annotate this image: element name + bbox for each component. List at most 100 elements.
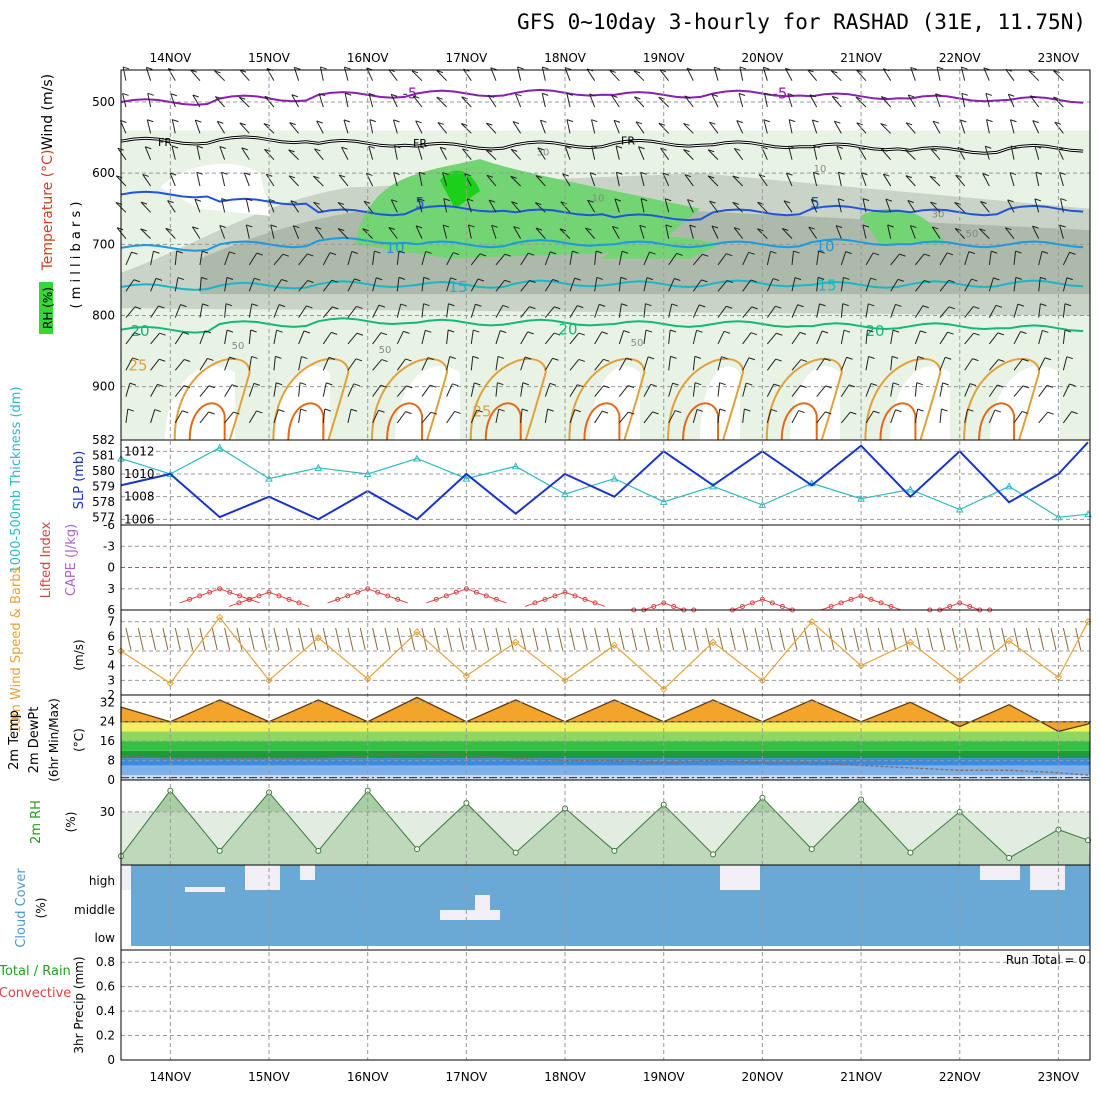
date-label-bottom: 23NOV (1038, 1070, 1080, 1084)
li-tick: 3 (107, 582, 115, 596)
lifted-index-point (483, 593, 489, 599)
wind-barb-flag (217, 120, 224, 124)
wind-barb-flag (726, 253, 733, 257)
rh-field-bright (440, 170, 480, 209)
wind-barb-flag (973, 306, 980, 310)
wind-barb (955, 174, 966, 187)
wind-barb (904, 149, 916, 161)
wind-barb (587, 199, 596, 213)
wind-barb (470, 356, 474, 371)
lifted-index-point (355, 589, 361, 595)
wind-barb-flag (775, 305, 782, 309)
wind-barb-flag (246, 198, 253, 202)
wind-barb-flag (452, 252, 460, 256)
wind-barb (495, 356, 499, 371)
wind-barb-flag (313, 175, 320, 179)
wind-barb (169, 172, 176, 187)
wind-barb (639, 225, 645, 239)
wind-barb-flag (793, 250, 800, 254)
rh-dry-pocket (590, 366, 640, 440)
wind-barb-flag (529, 280, 536, 283)
wind-barb (764, 93, 768, 108)
wind-barb (248, 303, 253, 318)
wind-barb (241, 147, 250, 160)
surface-wind-barb (840, 627, 847, 651)
wind-barb (347, 332, 358, 345)
wind-barb (907, 200, 916, 213)
wind-barb (125, 408, 129, 423)
rh-field-green (355, 158, 700, 259)
surface-wind-barb (803, 627, 810, 651)
wind-barb-flag (587, 199, 594, 203)
wind-barb (347, 251, 353, 266)
wind-barb (1013, 385, 1024, 397)
wind-speed-line-point (610, 641, 619, 649)
wind-barb-flag (369, 119, 376, 123)
wind-barb-flag (215, 96, 222, 100)
lifted-index-line (228, 591, 310, 607)
wind-barb-flag (763, 119, 770, 123)
wind-barb (914, 356, 919, 371)
wind-barb-flag (527, 331, 534, 335)
wind-barb (766, 332, 777, 345)
wind-speed-line-point (561, 676, 569, 685)
wind-barb (495, 330, 501, 345)
y-tick-label: 800 (92, 308, 115, 322)
lifted-index-point (207, 589, 213, 595)
wind-barb-flag (789, 119, 796, 123)
wind-barb (544, 383, 551, 397)
wind-barb (890, 356, 893, 371)
surface-wind-barb (754, 627, 761, 651)
wind-barb-flag (221, 198, 228, 202)
surface-wind-barb (618, 627, 625, 651)
wind-barb (882, 173, 892, 187)
wind-barb-flag (649, 251, 656, 255)
wind-barb (816, 303, 820, 318)
wind-barb (396, 411, 406, 424)
lifted-index-point (473, 589, 479, 595)
wind-barb (1032, 225, 1040, 239)
wind-barb-flag (331, 279, 338, 283)
wind-barb-flag (320, 66, 327, 70)
lifted-index-point (236, 600, 242, 606)
wind-barb-flag (1069, 383, 1076, 387)
rh-contour-label: 10 (592, 194, 605, 205)
surface-wind-barb (199, 627, 206, 651)
lifted-index-point (838, 600, 844, 606)
wind-barb-flag (612, 225, 619, 229)
rh-dry-pocket (700, 366, 740, 440)
wind-barb-flag (621, 250, 629, 254)
cloud-clear-patch (245, 865, 280, 890)
wind-barb (544, 279, 554, 292)
run-total-label: Run Total = 0 (1006, 953, 1086, 967)
isotherm-label: 15 (448, 278, 467, 296)
wind-barb (668, 278, 675, 292)
date-label-bottom: 19NOV (643, 1070, 685, 1084)
wind-barb-flag (920, 330, 927, 334)
wind-barb (783, 200, 793, 213)
wind-barb-flag (929, 175, 937, 179)
wind-barb-flag (134, 332, 141, 336)
isotherm-label: 20 (865, 322, 884, 340)
wind-barb-flag (585, 227, 592, 231)
wind-barb (816, 385, 827, 397)
wind-barb (495, 409, 500, 424)
wind-barb (939, 280, 950, 292)
wind-barb-flag (1046, 384, 1054, 388)
wind-barb (167, 200, 176, 213)
wind-barb (171, 119, 176, 134)
lifted-index-point (395, 596, 401, 602)
wind-barb-flag (972, 358, 979, 362)
wind-barb (343, 119, 349, 134)
wind-barb (245, 198, 250, 213)
wind-barb-flag (627, 385, 635, 389)
wind-barb-flag (887, 224, 894, 228)
wind-barb-flag (158, 305, 165, 309)
wind-barb (298, 253, 308, 266)
wind-barb-flag (202, 303, 209, 307)
isotherm-30 (978, 402, 1016, 441)
rh-contour-label: 50 (232, 341, 245, 352)
wind-barb (785, 172, 793, 187)
wind-barb (125, 306, 136, 318)
wind-barb-flag (464, 173, 471, 177)
